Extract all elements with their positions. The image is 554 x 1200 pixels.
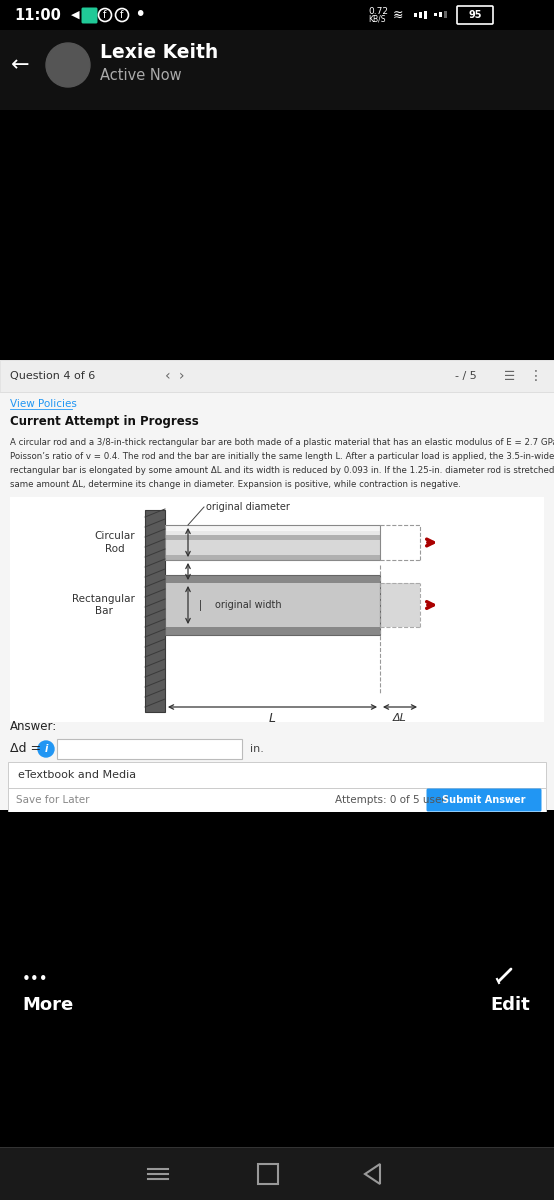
Text: Poisson’s ratio of v = 0.4. The rod and the bar are initially the same length L.: Poisson’s ratio of v = 0.4. The rod and … <box>10 452 554 461</box>
Bar <box>0 360 554 810</box>
Text: Δd =: Δd = <box>10 743 41 756</box>
Bar <box>414 13 417 17</box>
Text: ◀: ◀ <box>71 10 79 20</box>
Text: in.: in. <box>250 744 264 754</box>
Bar <box>0 812 554 1200</box>
Bar <box>165 626 380 635</box>
FancyBboxPatch shape <box>8 788 546 812</box>
Bar <box>165 583 380 626</box>
Text: ‹: ‹ <box>165 370 171 383</box>
Text: f: f <box>103 10 107 20</box>
Text: Question 4 of 6: Question 4 of 6 <box>10 371 95 382</box>
Text: Submit Answer: Submit Answer <box>442 794 526 805</box>
Text: Save for Later: Save for Later <box>16 794 90 805</box>
Bar <box>145 510 165 712</box>
Text: Attempts: 0 of 5 used: Attempts: 0 of 5 used <box>335 794 448 805</box>
Circle shape <box>38 740 54 757</box>
Bar <box>10 497 544 722</box>
Text: Circular
Rod: Circular Rod <box>94 532 135 553</box>
Text: original width: original width <box>215 600 281 610</box>
Bar <box>165 526 380 535</box>
Text: ≋: ≋ <box>393 8 403 22</box>
Bar <box>444 11 447 18</box>
Bar <box>165 575 380 583</box>
Bar <box>0 30 554 110</box>
Text: 0.72: 0.72 <box>368 7 388 17</box>
Text: ←: ← <box>11 55 29 74</box>
Circle shape <box>46 43 90 86</box>
Text: 11:00: 11:00 <box>14 7 61 23</box>
Text: - / 5: - / 5 <box>455 371 477 382</box>
Bar <box>165 526 380 560</box>
Text: Rectangular
Bar: Rectangular Bar <box>72 594 135 617</box>
Text: Active Now: Active Now <box>100 67 182 83</box>
Text: f: f <box>120 10 124 20</box>
Text: eTextbook and Media: eTextbook and Media <box>18 770 136 780</box>
Text: More: More <box>22 996 73 1014</box>
FancyBboxPatch shape <box>427 788 541 811</box>
Bar <box>380 583 420 626</box>
Text: original diameter: original diameter <box>206 502 290 512</box>
Text: rectangular bar is elongated by some amount ΔL and its width is reduced by 0.093: rectangular bar is elongated by some amo… <box>10 466 554 475</box>
Text: A circular rod and a 3/8-in-thick rectangular bar are both made of a plastic mat: A circular rod and a 3/8-in-thick rectan… <box>10 438 554 446</box>
Text: •: • <box>134 6 146 24</box>
Bar <box>0 360 554 392</box>
Text: same amount ΔL, determine its change in diameter. Expansion is positive, while c: same amount ΔL, determine its change in … <box>10 480 461 490</box>
Bar <box>434 13 437 16</box>
Text: Current Attempt in Progress: Current Attempt in Progress <box>10 415 199 428</box>
Bar <box>424 11 427 19</box>
Text: 95: 95 <box>468 10 482 20</box>
FancyBboxPatch shape <box>57 739 242 758</box>
Text: ΔL: ΔL <box>393 713 407 722</box>
Bar <box>165 526 380 560</box>
FancyBboxPatch shape <box>8 762 546 788</box>
Text: Answer:: Answer: <box>10 720 57 733</box>
Text: ☰: ☰ <box>504 370 516 383</box>
Text: KB/S: KB/S <box>368 14 386 24</box>
Text: ⋮: ⋮ <box>529 370 543 383</box>
Text: •••: ••• <box>22 972 49 988</box>
Text: i: i <box>44 744 48 754</box>
Text: L: L <box>269 712 276 725</box>
Bar <box>165 575 380 635</box>
Text: ›: › <box>179 370 184 383</box>
Bar <box>165 540 380 554</box>
Text: Edit: Edit <box>490 996 530 1014</box>
Bar <box>165 526 380 530</box>
Bar <box>419 12 422 18</box>
FancyBboxPatch shape <box>81 7 98 24</box>
Bar <box>439 12 442 17</box>
Bar <box>0 1148 554 1200</box>
Text: View Policies: View Policies <box>10 398 77 409</box>
Text: Lexie Keith: Lexie Keith <box>100 42 218 61</box>
